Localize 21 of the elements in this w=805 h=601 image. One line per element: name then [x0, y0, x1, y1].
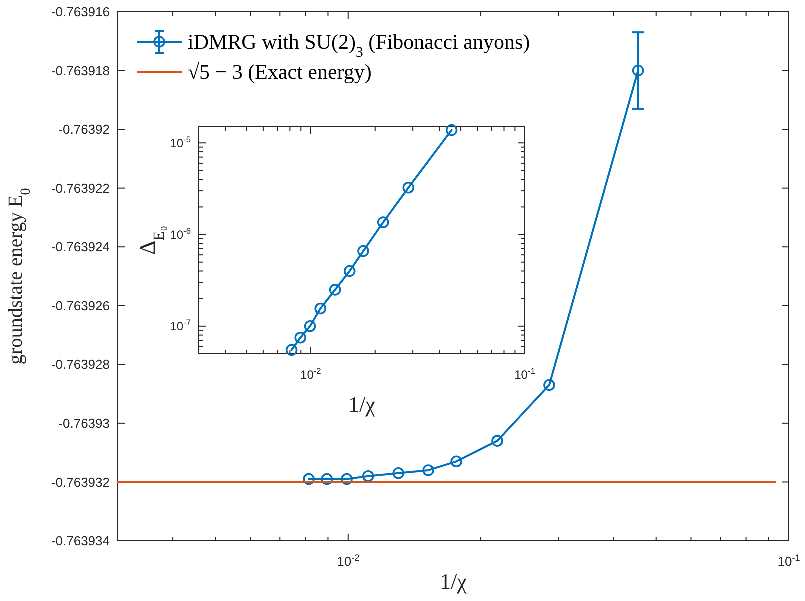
y-tick-label: -0.763922 [51, 180, 110, 196]
y-tick-label: -0.763918 [51, 63, 110, 78]
x-tick-label: 10$^{-2}$ [337, 553, 360, 569]
y-tick-label: -0.763934 [51, 534, 110, 549]
y-tick-label: -0.763932 [51, 474, 110, 490]
y-tick-label: -0.76392 [58, 122, 110, 138]
legend-label: √5 − 3 (Exact energy) [188, 60, 372, 84]
y-tick-label: 10$^{-7}$ [170, 318, 192, 334]
y-tick-label: -0.763916 [51, 4, 110, 20]
x-tick-label: 10$^{-1}$ [514, 366, 536, 382]
x-tick-label: 10$^{-2}$ [300, 366, 322, 382]
y-tick-label: -0.763924 [51, 240, 110, 255]
y-tick-label: -0.76393 [58, 416, 110, 431]
x-axis-title: 1/χ [440, 569, 468, 594]
x-tick-label: 10$^{-1}$ [778, 553, 800, 569]
x-axis-title: 1/χ [348, 392, 376, 417]
y-tick-label: 10$^{-5}$ [170, 134, 192, 150]
y-tick-label: -0.763926 [51, 298, 110, 314]
legend-label: iDMRG with SU(2)$_{3}$ (Fibonacci anyons) [188, 30, 530, 61]
y-tick-label: 10$^{-6}$ [170, 226, 192, 242]
y-tick-label: -0.763928 [51, 357, 110, 372]
